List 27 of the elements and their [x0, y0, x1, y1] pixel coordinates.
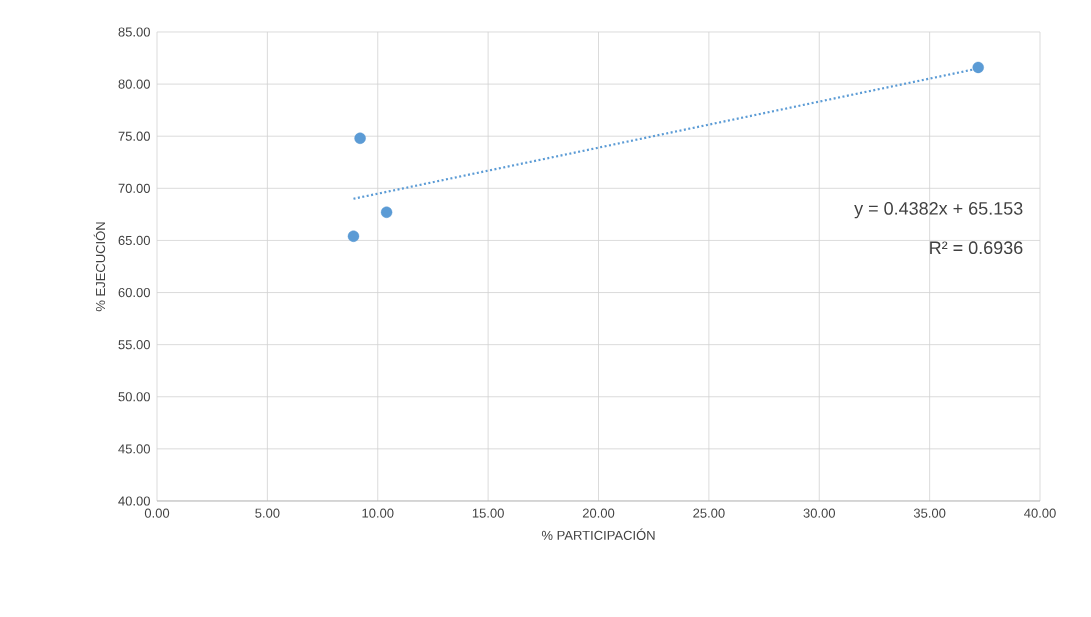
- y-tick-label: 60.00: [118, 287, 150, 298]
- y-axis-title: % EJECUCIÓN: [93, 222, 106, 312]
- y-tick-label: 85.00: [118, 27, 150, 37]
- x-tick-label: 20.00: [582, 508, 615, 518]
- x-axis-title: % PARTICIPACIÓN: [541, 528, 655, 540]
- y-tick-label: 75.00: [118, 131, 150, 141]
- x-tick-label: 25.00: [693, 508, 725, 518]
- y-tick-label: 50.00: [118, 392, 150, 402]
- y-tick-label: 55.00: [118, 340, 150, 350]
- x-tick-label: 35.00: [913, 508, 946, 518]
- point: [972, 61, 984, 74]
- x-tick-label: 5.00: [255, 508, 280, 518]
- annotation: y = 0.4382x + 65.153: [854, 202, 1023, 219]
- point: [354, 132, 366, 144]
- y-tick-label: 70.00: [118, 183, 150, 193]
- x-tick-label: 10.00: [362, 508, 394, 518]
- point: [380, 206, 393, 218]
- x-tick-label: 0.00: [144, 508, 170, 518]
- x-tick-label: 15.00: [472, 508, 504, 518]
- x-tick-label: 40.00: [1024, 508, 1056, 518]
- point: [347, 230, 360, 242]
- x-tick-label: 30.00: [803, 508, 836, 518]
- y-tick-label: 80.00: [118, 79, 150, 89]
- y-tick-label: 40.00: [118, 496, 150, 506]
- y-tick-label: 65.00: [118, 235, 150, 246]
- annotation: R² = 0.6936: [930, 241, 1023, 255]
- y-tick-label: 45.00: [118, 444, 150, 454]
